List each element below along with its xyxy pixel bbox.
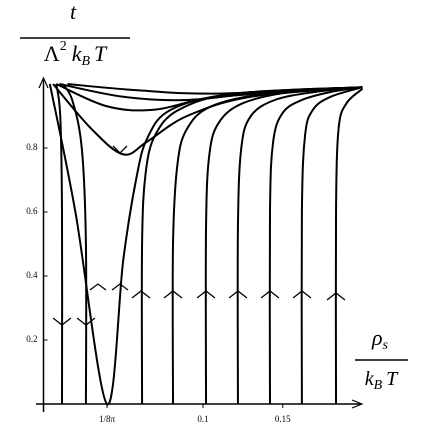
label-part: B: [374, 378, 383, 393]
x-tick-label: 0.15: [275, 414, 291, 424]
flow-line: [334, 88, 364, 405]
flow-line: [55, 83, 64, 405]
label-part: s: [383, 338, 389, 353]
y-label-numerator: t: [70, 0, 77, 24]
flow-line: [236, 86, 363, 405]
label-part: k: [365, 368, 375, 390]
label-part: k: [72, 41, 83, 66]
label-part: 2: [60, 39, 67, 54]
axis-arrow: [351, 399, 364, 409]
x-tick-label: 0.1: [197, 414, 208, 424]
flow-line: [204, 86, 363, 405]
flow-line: [171, 86, 363, 405]
label-part: B: [81, 54, 90, 69]
label-part: T: [94, 41, 108, 66]
flow-line: [140, 86, 363, 405]
x-label-numerator: ρs: [371, 325, 389, 353]
y-tick-label: 0.2: [26, 334, 37, 344]
x-tick-label: 1/8π: [99, 414, 116, 424]
x-label-denominator: kB T: [365, 368, 399, 394]
y-tick-label: 0.8: [26, 142, 38, 152]
axis-arrow: [38, 76, 49, 89]
y-tick-label: 0.6: [26, 206, 38, 216]
y-label-denominator: Λ2 kB T: [44, 39, 108, 69]
label-part: Λ: [44, 41, 60, 66]
flow-line: [268, 86, 363, 405]
y-tick-label: 0.4: [26, 270, 38, 280]
label-part: ρ: [371, 325, 383, 350]
flow-line: [61, 83, 88, 405]
flow-line: [52, 83, 363, 156]
label-part: T: [386, 368, 399, 390]
flow-line: [300, 86, 363, 405]
